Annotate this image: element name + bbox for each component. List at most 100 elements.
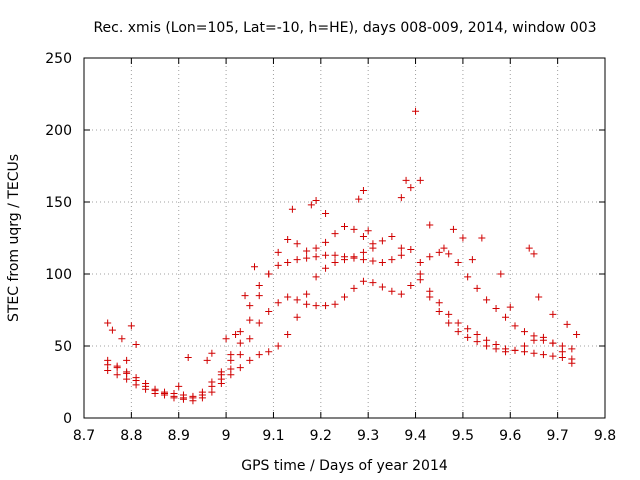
data-point: [359, 256, 367, 264]
x-tick-label: 9.4: [404, 428, 426, 444]
data-point: [255, 282, 263, 290]
data-point: [397, 290, 405, 298]
data-point: [530, 349, 538, 357]
data-point: [132, 381, 140, 389]
y-tick-label: 200: [45, 123, 72, 139]
data-point: [123, 356, 131, 364]
data-point: [331, 230, 339, 238]
data-point: [208, 378, 216, 386]
data-point: [568, 345, 576, 353]
data-point: [284, 235, 292, 243]
data-point: [511, 322, 519, 330]
data-point: [473, 338, 481, 346]
data-point: [530, 250, 538, 258]
data-point: [397, 244, 405, 252]
data-point: [483, 296, 491, 304]
x-tick-label: 9.5: [452, 428, 474, 444]
data-point: [179, 391, 187, 399]
data-point: [232, 330, 240, 338]
data-point: [312, 302, 320, 310]
axis-ticks: 8.7 8.8 8.9 9 9.1 9.2 9.3 9.4 9.5 9.6 9.7 9.8 0 50 100…: [45, 51, 616, 444]
data-point: [407, 282, 415, 290]
x-tick-label: 9: [222, 428, 231, 444]
data-point: [492, 345, 500, 353]
x-tick-label: 8.8: [120, 428, 142, 444]
data-point: [331, 258, 339, 266]
data-point: [170, 390, 178, 398]
data-point: [506, 303, 514, 311]
data-point: [312, 197, 320, 205]
data-point: [416, 276, 424, 284]
y-tick-label: 0: [63, 411, 72, 427]
data-point: [331, 251, 339, 259]
data-point: [246, 316, 254, 324]
data-point: [246, 302, 254, 310]
data-point: [426, 293, 434, 301]
data-point: [246, 356, 254, 364]
data-point: [227, 356, 235, 364]
data-point: [359, 248, 367, 256]
data-point: [478, 234, 486, 242]
data-point: [217, 375, 225, 383]
data-point: [573, 330, 581, 338]
data-point: [511, 346, 519, 354]
data-point: [151, 385, 159, 393]
data-point: [236, 339, 244, 347]
x-tick-label: 9.8: [594, 428, 616, 444]
data-point: [445, 250, 453, 258]
data-point: [350, 225, 358, 233]
data-point: [123, 375, 131, 383]
data-point: [293, 313, 301, 321]
data-point: [407, 246, 415, 254]
data-point: [236, 328, 244, 336]
y-tick-label: 250: [45, 51, 72, 67]
data-point: [350, 284, 358, 292]
data-point: [407, 184, 415, 192]
data-point: [203, 356, 211, 364]
data-point: [435, 299, 443, 307]
data-point: [378, 237, 386, 245]
data-point: [274, 248, 282, 256]
data-point: [118, 335, 126, 343]
data-point: [284, 293, 292, 301]
data-point: [530, 336, 538, 344]
data-point: [303, 300, 311, 308]
data-point: [161, 388, 169, 396]
data-point: [492, 305, 500, 313]
y-axis-label: STEC from uqrg / TECUs: [6, 154, 22, 322]
data-point: [265, 307, 273, 315]
data-point: [464, 273, 472, 281]
data-point: [359, 233, 367, 241]
data-point: [312, 273, 320, 281]
data-point: [227, 371, 235, 379]
data-point: [303, 290, 311, 298]
data-point: [123, 368, 131, 376]
grid: [84, 58, 605, 418]
data-point: [293, 240, 301, 248]
data-point: [454, 328, 462, 336]
x-axis-label: GPS time / Days of year 2014: [241, 458, 448, 474]
data-point: [454, 319, 462, 327]
data-point: [359, 277, 367, 285]
data-point: [322, 302, 330, 310]
x-tick-label: 9.7: [547, 428, 569, 444]
data-point: [322, 251, 330, 259]
data-point: [378, 283, 386, 291]
data-point: [549, 339, 557, 347]
x-tick-label: 8.7: [73, 428, 95, 444]
data-point: [464, 325, 472, 333]
data-point: [241, 292, 249, 300]
data-point: [341, 293, 348, 301]
data-point: [307, 201, 315, 209]
data-point: [251, 263, 259, 271]
data-point: [288, 205, 296, 213]
data-point: [549, 310, 557, 318]
data-point: [246, 335, 254, 343]
data-point: [464, 333, 472, 341]
data-point: [132, 341, 140, 349]
plot-frame: [83, 57, 606, 419]
y-tick-label: 50: [54, 339, 72, 355]
data-points: [104, 107, 581, 405]
data-point: [426, 221, 434, 229]
